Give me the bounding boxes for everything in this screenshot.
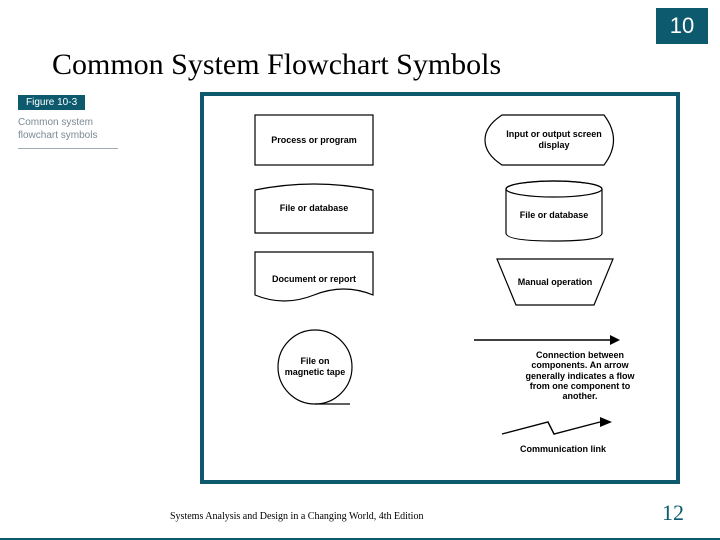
diagram: Process or program File or database Docu… xyxy=(204,96,676,480)
page-title: Common System Flowchart Symbols xyxy=(52,48,501,82)
diagram-frame: Process or program File or database Docu… xyxy=(200,92,680,484)
symbol-label: Manual operation xyxy=(512,277,599,288)
symbol-label: File or database xyxy=(274,203,355,214)
symbol-label: Process or program xyxy=(265,135,363,146)
symbol-document: Document or report xyxy=(254,251,374,307)
figure-caption: Common system flowchart symbols xyxy=(18,116,118,149)
figure-label-box: Figure 10-3 Common system flowchart symb… xyxy=(18,92,118,149)
chapter-badge: 10 xyxy=(656,8,708,44)
symbol-arrow xyxy=(472,332,622,348)
slide: 10 Common System Flowchart Symbols Figur… xyxy=(0,0,720,540)
symbol-manual: Manual operation xyxy=(496,258,614,306)
symbol-tape: File on magnetic tape xyxy=(276,328,354,406)
symbol-label: Document or report xyxy=(266,274,362,285)
figure-number: Figure 10-3 xyxy=(18,95,85,110)
symbol-label: File or database xyxy=(514,210,595,221)
page-number: 12 xyxy=(662,500,684,526)
arrow-icon xyxy=(472,332,622,348)
symbol-display: Input or output screen display xyxy=(484,114,624,166)
commlink-icon xyxy=(500,414,620,442)
symbol-process: Process or program xyxy=(254,114,374,166)
symbol-file-left: File or database xyxy=(254,182,374,234)
symbol-commlink xyxy=(500,414,620,442)
commlink-caption: Communication link xyxy=(508,444,618,454)
footer-text: Systems Analysis and Design in a Changin… xyxy=(170,511,423,522)
symbol-label: File on magnetic tape xyxy=(276,356,354,378)
arrow-caption: Connection between components. An arrow … xyxy=(516,350,644,402)
symbol-cylinder: File or database xyxy=(504,180,604,242)
symbol-label: Input or output screen display xyxy=(484,129,624,151)
